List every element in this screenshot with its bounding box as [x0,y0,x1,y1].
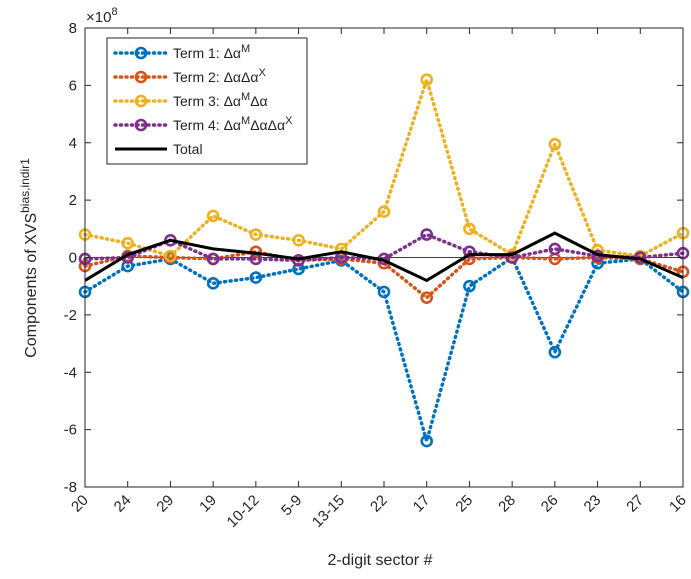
legend-label-4: Term 4: ΔαMΔαΔαX [173,115,293,133]
y-tick-label: -6 [64,422,77,439]
y-axis-exponent: ×108 [86,6,118,26]
data-point [591,256,604,270]
legend-label-2: Term 2: ΔαΔαX [173,67,266,85]
data-point [463,279,476,293]
y-tick-label: -4 [64,364,77,381]
y-tick-label: 4 [69,135,77,152]
series-line-5 [84,231,684,283]
legend-marker [134,70,148,84]
data-point [292,254,305,267]
data-point [292,262,305,276]
y-axis-label: Components of XVSbias,indir1 [18,158,40,358]
data-point [548,242,562,256]
y-tick-label: 8 [69,20,77,37]
legend-label-5: Total [173,141,203,157]
legend-marker [134,46,148,60]
legend-label-3: Term 3: ΔαMΔα [173,91,268,109]
data-point [463,222,476,236]
legend-label-1: Term 1: ΔαM [173,43,250,61]
data-point [420,434,434,448]
y-tick-label: -8 [64,479,77,496]
data-point [377,205,391,218]
legend-marker [134,94,148,108]
data-point [548,137,562,151]
data-point [463,245,476,259]
data-point [292,233,305,247]
data-point [420,291,434,304]
y-tick-label: -2 [64,307,77,324]
data-point [334,242,348,256]
data-point [206,277,220,290]
data-point [420,73,434,86]
data-point [121,236,135,250]
data-point [377,285,391,299]
data-point [164,249,177,263]
data-point [505,251,519,264]
data-point [249,271,263,284]
x-axis-label: 2-digit sector # [328,552,433,569]
series-line-3 [83,73,685,259]
data-point [420,228,434,241]
data-point [548,345,562,359]
data-point [206,209,220,223]
legend-marker [134,118,148,132]
y-tick-label: 2 [69,192,77,209]
data-point [249,228,263,241]
series-line-1 [83,254,685,448]
y-tick-label: 6 [69,77,77,94]
plot-area [78,73,690,448]
data-point [206,252,220,266]
legend: Term 1: ΔαM Term 2: ΔαΔαX Term 3: ΔαMΔα Ter… [106,37,308,165]
y-tick-label: 0 [69,250,77,267]
